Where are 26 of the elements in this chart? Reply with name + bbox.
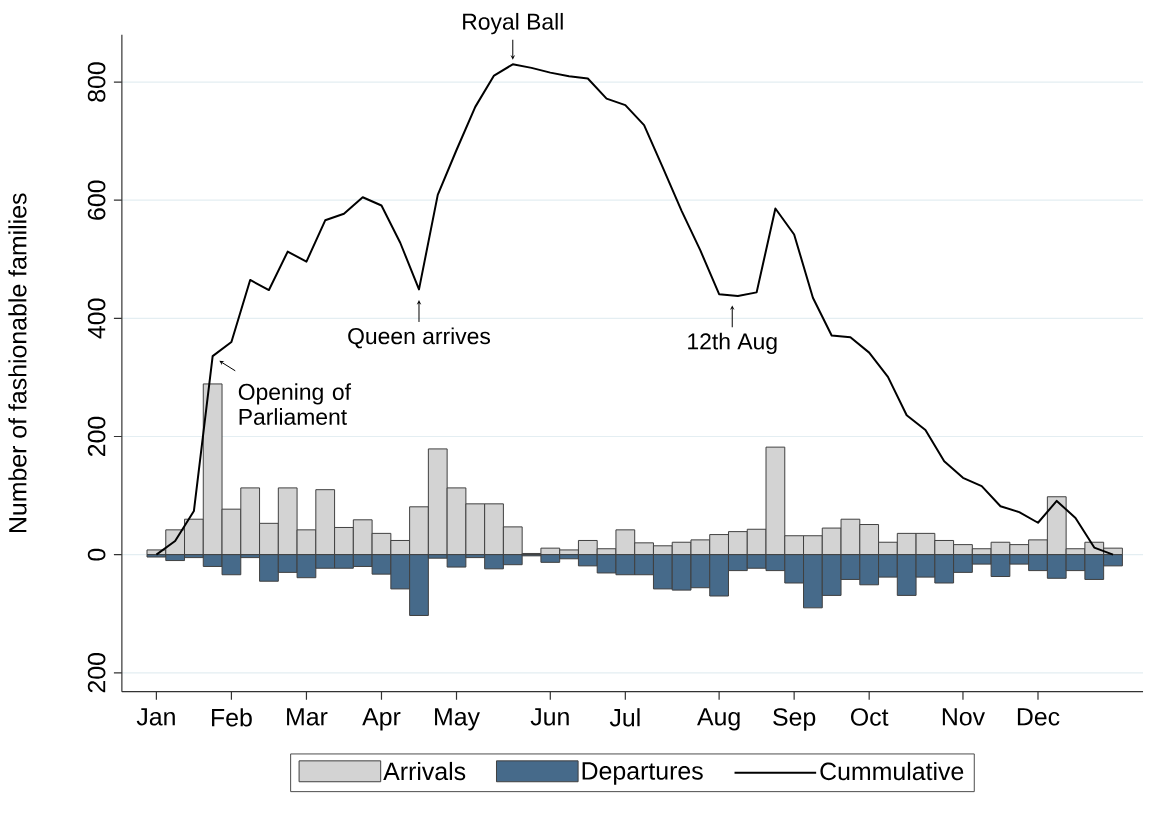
y-tick-label: 0 (87, 548, 106, 561)
y-tick-label: 400 (87, 298, 106, 339)
x-tick-label: Nov (942, 708, 985, 726)
x-tick-label: Sep (773, 708, 816, 731)
legend-label: Departures (582, 762, 703, 785)
annotation: Opening of Parliament (238, 383, 352, 425)
x-tick-label: Apr (362, 708, 401, 731)
x-tick-label: May (435, 708, 480, 731)
y-tick-label: 200 (87, 652, 106, 693)
x-tick-label: Dec (1017, 708, 1060, 726)
annotation: Queen arrives (348, 327, 491, 349)
text: Royal Ball (463, 12, 563, 35)
x-tick-label: Jun (530, 708, 569, 726)
y-tick-label: 800 (87, 62, 106, 102)
x-tick-label: Mar (287, 708, 328, 726)
annotation: 12th Aug (688, 332, 777, 355)
x-tick-label: Aug (697, 708, 740, 731)
legend-label: Arrivals (383, 761, 466, 781)
y-tick-label: 200 (87, 416, 106, 456)
x-tick-label: Feb (212, 708, 252, 727)
x-tick-label: Jul (609, 708, 640, 727)
x-tick-label: Oct (850, 708, 889, 726)
y-tick-label: 600 (87, 180, 106, 220)
x-tick-label: Jan (136, 708, 175, 726)
y-axis-title: Number of fashionable families (8, 193, 27, 532)
legend-label: Cummulative (820, 761, 964, 781)
